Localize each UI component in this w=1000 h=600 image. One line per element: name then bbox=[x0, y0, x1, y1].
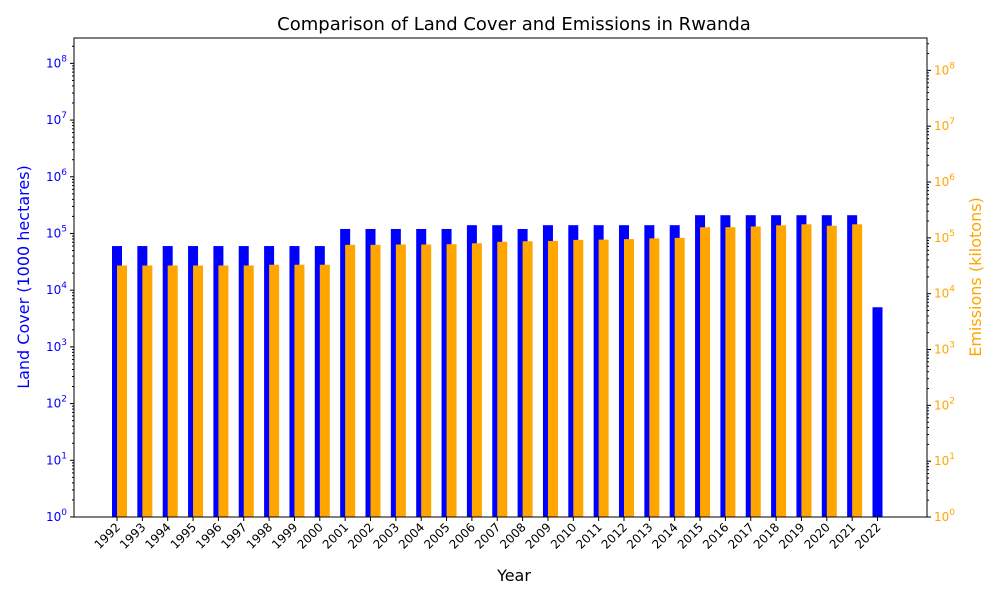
x-tick-label-2011: 2011 bbox=[573, 520, 604, 551]
x-tick-label-2008: 2008 bbox=[497, 520, 528, 551]
emissions-bar-2016 bbox=[725, 227, 736, 517]
x-tick-label-2022: 2022 bbox=[852, 520, 883, 551]
emissions-bar-2020 bbox=[826, 225, 837, 517]
x-tick-label-1998: 1998 bbox=[244, 520, 275, 551]
x-tick-label-2020: 2020 bbox=[801, 520, 832, 551]
x-tick-label-2003: 2003 bbox=[370, 520, 401, 551]
emissions-bar-2014 bbox=[674, 237, 685, 518]
right-y-tick-label-1: 101 bbox=[934, 452, 955, 468]
right-y-tick-label-2: 102 bbox=[934, 396, 955, 412]
emissions-bar-2012 bbox=[624, 239, 634, 517]
x-tick-label-2019: 2019 bbox=[776, 520, 807, 551]
emissions-bar-2019 bbox=[801, 224, 812, 518]
right-y-tick-label-7: 107 bbox=[934, 117, 955, 133]
x-tick-label-2014: 2014 bbox=[649, 520, 680, 551]
x-axis: 1992199319941995199619971998199920002001… bbox=[92, 517, 884, 552]
x-tick-label-1997: 1997 bbox=[218, 520, 249, 551]
left-y-axis-label: Land Cover (1000 hectares) bbox=[14, 165, 33, 389]
x-tick-label-2018: 2018 bbox=[751, 520, 782, 551]
x-tick-label-2001: 2001 bbox=[320, 520, 351, 551]
x-tick-label-2009: 2009 bbox=[523, 520, 554, 551]
left-y-tick-label-2: 102 bbox=[46, 395, 67, 411]
x-tick-label-2012: 2012 bbox=[599, 520, 630, 551]
emissions-bar-2005 bbox=[446, 244, 457, 517]
left-y-tick-label-5: 105 bbox=[46, 224, 67, 240]
left-y-axis: 100 101 102 103 104 105 106 107 108 bbox=[46, 45, 74, 524]
x-tick-label-2010: 2010 bbox=[548, 520, 579, 551]
right-y-tick-label-6: 106 bbox=[934, 173, 955, 189]
right-y-tick-label-8: 108 bbox=[934, 61, 955, 77]
x-tick-label-1993: 1993 bbox=[117, 520, 148, 551]
x-tick-label-1996: 1996 bbox=[193, 520, 224, 551]
x-tick-label-2016: 2016 bbox=[700, 520, 731, 551]
emissions-bar-1996 bbox=[218, 265, 229, 517]
x-tick-label-2000: 2000 bbox=[294, 520, 325, 551]
emissions-bar-1995 bbox=[193, 265, 204, 517]
emissions-bar-2018 bbox=[776, 225, 787, 517]
x-tick-label-2002: 2002 bbox=[345, 520, 376, 551]
x-tick-label-2005: 2005 bbox=[421, 520, 452, 551]
emissions-bar-2013 bbox=[649, 238, 660, 517]
x-tick-label-2004: 2004 bbox=[396, 520, 427, 551]
right-y-tick-label-4: 104 bbox=[934, 285, 955, 301]
x-tick-label-2007: 2007 bbox=[472, 520, 503, 551]
right-y-tick-label-5: 105 bbox=[934, 229, 955, 245]
right-y-axis: 100 101 102 103 104 105 106 107 108 bbox=[927, 43, 955, 524]
left-y-tick-label-8: 108 bbox=[46, 54, 67, 70]
left-y-tick-label-0: 100 bbox=[46, 508, 67, 524]
emissions-bar-2006 bbox=[471, 243, 482, 517]
chart-title: Comparison of Land Cover and Emissions i… bbox=[277, 14, 751, 35]
x-tick-label-2006: 2006 bbox=[447, 520, 478, 551]
land-cover-bar-2022 bbox=[872, 307, 883, 517]
x-tick-label-2013: 2013 bbox=[624, 520, 655, 551]
emissions-bar-1998 bbox=[269, 264, 280, 517]
right-y-axis-label: Emissions (kilotons) bbox=[966, 197, 985, 357]
emissions-bar-1997 bbox=[243, 265, 254, 517]
emissions-bar-2004 bbox=[421, 244, 432, 518]
left-y-tick-label-1: 101 bbox=[46, 451, 67, 467]
emissions-bar-2002 bbox=[370, 244, 381, 517]
emissions-bar-2008 bbox=[522, 241, 533, 518]
emissions-bar-2011 bbox=[598, 239, 609, 517]
x-tick-label-2017: 2017 bbox=[725, 520, 756, 551]
emissions-bar-2003 bbox=[395, 244, 406, 518]
right-y-tick-label-0: 100 bbox=[934, 508, 955, 524]
emissions-bar-2001 bbox=[345, 244, 356, 517]
emissions-bar-1999 bbox=[294, 264, 305, 517]
emissions-bar-2010 bbox=[573, 239, 584, 517]
left-y-tick-label-7: 107 bbox=[46, 111, 67, 127]
emissions-bar-2000 bbox=[319, 264, 330, 517]
bar-layer bbox=[112, 215, 883, 518]
x-tick-label-1994: 1994 bbox=[142, 520, 173, 551]
x-tick-label-1995: 1995 bbox=[168, 520, 199, 551]
emissions-bar-1994 bbox=[167, 265, 178, 517]
emissions-bar-2015 bbox=[700, 227, 711, 517]
emissions-bar-2021 bbox=[852, 224, 863, 518]
x-tick-label-2021: 2021 bbox=[827, 520, 858, 551]
left-y-tick-label-6: 106 bbox=[46, 168, 67, 184]
emissions-bar-1992 bbox=[117, 265, 127, 517]
left-y-tick-label-4: 104 bbox=[46, 281, 67, 297]
x-tick-label-2015: 2015 bbox=[675, 520, 706, 551]
x-tick-label-1999: 1999 bbox=[269, 520, 300, 551]
left-y-tick-label-3: 103 bbox=[46, 338, 67, 354]
right-y-tick-label-3: 103 bbox=[934, 341, 955, 357]
x-axis-label: Year bbox=[496, 566, 531, 585]
emissions-bar-2009 bbox=[547, 240, 558, 517]
emissions-bar-2007 bbox=[497, 241, 508, 517]
plot-area-frame bbox=[73, 37, 928, 518]
emissions-bar-2017 bbox=[750, 226, 761, 517]
x-tick-label-1992: 1992 bbox=[92, 520, 123, 551]
emissions-bar-1993 bbox=[142, 265, 153, 517]
